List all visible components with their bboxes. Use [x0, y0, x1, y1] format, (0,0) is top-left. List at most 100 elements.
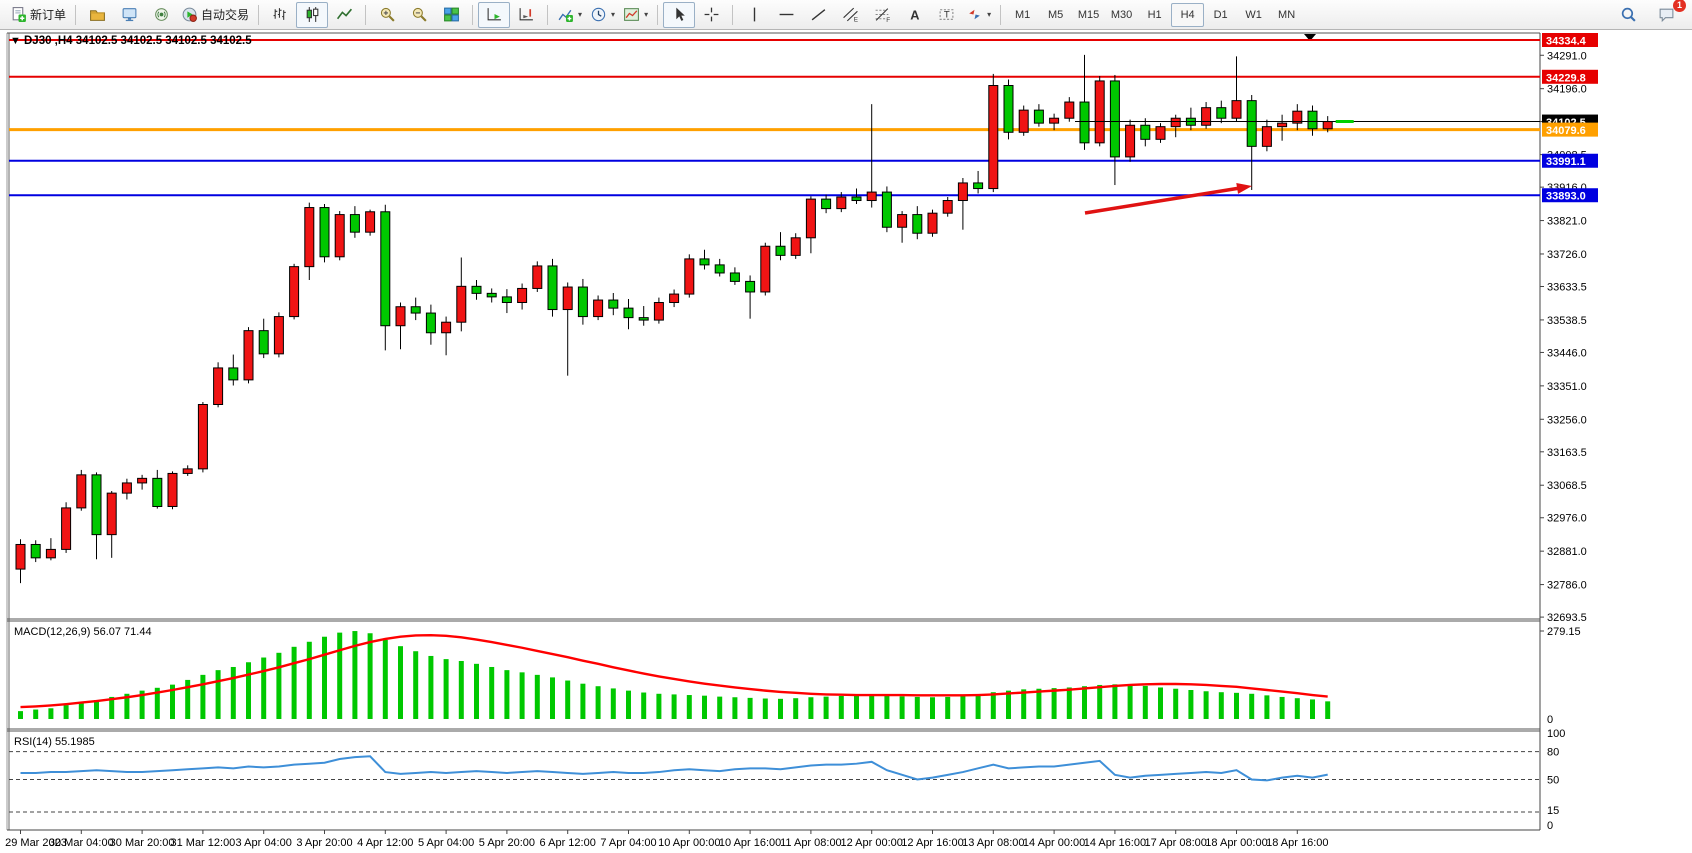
- cursor-tool-button[interactable]: [663, 1, 696, 28]
- trendline-tool-button[interactable]: [802, 2, 834, 28]
- timeframe-button-h4[interactable]: H4: [1171, 2, 1205, 27]
- tile-windows-button[interactable]: [435, 2, 467, 28]
- macd-axis-max: 279.15: [1547, 626, 1581, 638]
- rsi-axis-label: 80: [1547, 747, 1559, 759]
- data-window-button[interactable]: [113, 2, 145, 28]
- macd-bar: [717, 696, 723, 719]
- equidistant-channel-tool-button[interactable]: E: [834, 2, 866, 28]
- bar-chart-mode-button[interactable]: [264, 2, 296, 28]
- auto-scroll-button[interactable]: [478, 1, 511, 28]
- timeframe-button-w1[interactable]: W1: [1245, 8, 1262, 21]
- time-tick-label: 14 Apr 00:00: [1023, 837, 1085, 849]
- chat-icon: [1658, 6, 1675, 23]
- macd-signal-line[interactable]: [20, 633, 1328, 709]
- candle: [228, 354, 239, 386]
- chart-canvas[interactable]: ▼ DJ30 ,H4 34102.5 34102.5 34102.5 34102.…: [0, 30, 1692, 853]
- indicators-list-button[interactable]: ▾: [553, 2, 586, 28]
- candle: [957, 178, 968, 230]
- chart-shift-marker[interactable]: [1304, 34, 1316, 41]
- indicators-icon: [557, 6, 574, 23]
- chart-profiles-button[interactable]: [81, 2, 113, 28]
- chart-title: DJ30 ,H4 34102.5 34102.5 34102.5 34102.5: [24, 35, 252, 47]
- rsi-line[interactable]: [20, 755, 1328, 782]
- macd-bar: [945, 696, 951, 719]
- crosshair-tool-button[interactable]: [695, 2, 727, 28]
- chevron-down-icon[interactable]: ▾: [644, 10, 649, 19]
- time-tick-label: 12 Apr 16:00: [901, 837, 963, 849]
- macd-bar: [884, 695, 890, 719]
- macd-bar: [990, 692, 996, 719]
- toolbar-separator: [472, 4, 474, 25]
- rsi-label: RSI(14) 55.1985: [14, 736, 95, 748]
- candle: [456, 257, 467, 332]
- auto-trading-button[interactable]: 自动交易: [177, 2, 253, 28]
- macd-bar: [1310, 699, 1315, 719]
- candle: [1277, 114, 1288, 141]
- timeframe-button-m5[interactable]: M5: [1047, 8, 1064, 21]
- fibonacci-tool-button[interactable]: F: [866, 2, 898, 28]
- macd-bar: [1188, 689, 1194, 719]
- price-axis[interactable]: 34291.034196.034102.534008.533916.033821…: [1540, 50, 1587, 624]
- timeframe-button-mn[interactable]: MN: [1278, 8, 1296, 21]
- timeframe-button-m15[interactable]: M15: [1077, 8, 1100, 21]
- candle: [517, 283, 528, 310]
- templates-button[interactable]: ▾: [619, 2, 652, 28]
- time-tick-label: 6 Apr 12:00: [540, 837, 596, 849]
- candles: [15, 54, 1333, 584]
- macd-bar: [641, 692, 647, 719]
- macd-bar: [337, 632, 343, 719]
- zoom-in-button[interactable]: [371, 2, 403, 28]
- candle: [547, 258, 558, 317]
- chevron-down-icon[interactable]: ▾: [987, 10, 992, 19]
- candle: [790, 233, 801, 259]
- svg-text:33991.1: 33991.1: [1546, 156, 1586, 168]
- zoom-out-button[interactable]: [403, 2, 435, 28]
- news-sound-button[interactable]: [145, 2, 177, 28]
- macd-bar: [565, 680, 571, 719]
- one-click-trading-arrow[interactable]: ▼: [10, 35, 21, 47]
- price-label-box-33893.0: 33893.0: [1542, 188, 1598, 203]
- macd-bar: [230, 666, 236, 719]
- time-tick-label: 5 Apr 20:00: [479, 837, 535, 849]
- candle: [258, 318, 269, 359]
- text-tool-button[interactable]: A: [898, 2, 930, 28]
- arrows-tool-button[interactable]: ▾: [962, 2, 995, 28]
- candlestick-mode-button[interactable]: [296, 1, 329, 28]
- vertical-line-tool-button[interactable]: [738, 2, 770, 28]
- timeframe-button-h1[interactable]: H1: [1147, 8, 1162, 21]
- new-order-button[interactable]: 新订单: [6, 2, 70, 28]
- price-tick-label: 33726.0: [1547, 249, 1587, 261]
- macd-bar: [1066, 687, 1072, 719]
- candle: [1155, 123, 1166, 143]
- macd-bar: [154, 687, 160, 719]
- candle: [45, 538, 56, 561]
- trend-icon: [810, 6, 827, 23]
- periods-list-button[interactable]: ▾: [586, 2, 619, 28]
- svg-text:F: F: [886, 17, 890, 23]
- time-tick-label: 11 Apr 08:00: [780, 837, 842, 849]
- autoscroll-icon: [486, 6, 503, 23]
- horizontal-line-tool-button[interactable]: [770, 2, 802, 28]
- macd-bar: [489, 666, 495, 719]
- macd-bar: [793, 698, 799, 719]
- candle: [1094, 76, 1105, 147]
- arrow-annotation[interactable]: [1084, 182, 1252, 215]
- price-tick-label: 32976.0: [1547, 513, 1587, 525]
- macd-bar: [246, 662, 251, 719]
- macd-bar: [322, 636, 327, 719]
- timeframe-button-d1[interactable]: D1: [1213, 8, 1228, 21]
- price-tick-label: 33351.0: [1547, 381, 1587, 393]
- timeframe-button-m1[interactable]: M1: [1014, 8, 1031, 21]
- timeframe-button-m30[interactable]: M30: [1110, 8, 1133, 21]
- chevron-down-icon[interactable]: ▾: [578, 10, 583, 19]
- search-button[interactable]: [1612, 2, 1644, 28]
- macd-bar: [686, 695, 692, 719]
- chevron-down-icon[interactable]: ▾: [611, 10, 616, 19]
- line-chart-mode-button[interactable]: [328, 2, 360, 28]
- text-label-tool-button[interactable]: T: [930, 2, 962, 28]
- community-button[interactable]: 1: [1650, 0, 1686, 28]
- macd-bar: [1142, 685, 1148, 719]
- toolbar-separator: [1000, 4, 1002, 25]
- chart-shift-button[interactable]: [510, 2, 542, 28]
